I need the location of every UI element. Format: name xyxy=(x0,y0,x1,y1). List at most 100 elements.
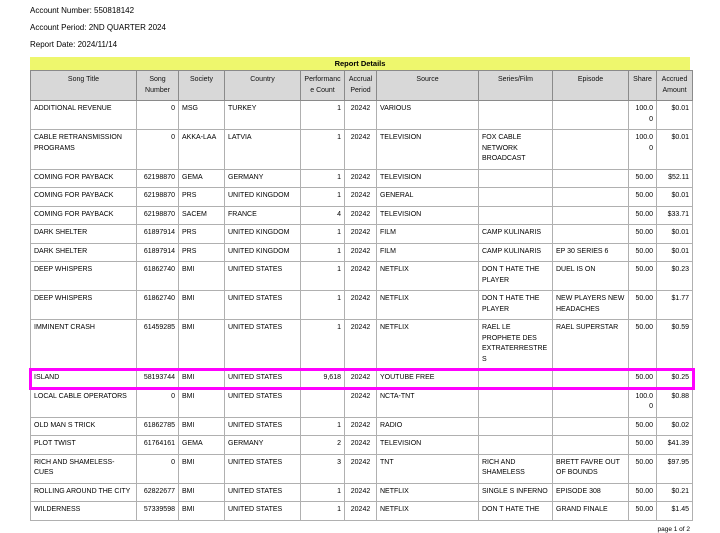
cell-accrual-period: 20242 xyxy=(344,416,377,436)
cell-source: NETFLIX xyxy=(376,482,479,502)
cell-accrual-period: 20242 xyxy=(344,205,377,225)
table-row: DARK SHELTER 61897914 PRS UNITED KINGDOM… xyxy=(30,224,693,244)
cell-society: PRS xyxy=(178,242,225,262)
cell-episode xyxy=(552,224,629,244)
cell-source: NCTA-TNT xyxy=(376,387,479,418)
cell-series-film: DON T HATE THE xyxy=(478,501,553,521)
column-header: Country xyxy=(224,70,301,101)
cell-source: TELEVISION xyxy=(376,205,479,225)
cell-series-film xyxy=(478,100,553,130)
cell-performance-count: 1 xyxy=(300,501,345,521)
cell-accrual-period: 20242 xyxy=(344,482,377,502)
cell-song-number: 0 xyxy=(136,387,179,418)
table-row: COMING FOR PAYBACK 62198870 GEMA GERMANY… xyxy=(30,168,693,188)
table-row: IMMINENT CRASH 61459285 BMI UNITED STATE… xyxy=(30,319,693,370)
cell-episode: RAEL SUPERSTAR xyxy=(552,319,629,370)
cell-accrued-amount: $0.01 xyxy=(656,129,693,170)
cell-performance-count: 1 xyxy=(300,319,345,370)
cell-song-title: DEEP WHISPERS xyxy=(30,290,137,320)
cell-performance-count: 1 xyxy=(300,100,345,130)
cell-performance-count: 1 xyxy=(300,187,345,207)
cell-song-title: COMING FOR PAYBACK xyxy=(30,168,137,188)
report-table: Song Title Song Number Society Country Perfo… xyxy=(28,70,695,521)
column-header: Series/Film xyxy=(478,70,553,101)
cell-episode: EP 30 SERIES 6 xyxy=(552,242,629,262)
cell-society: BMI xyxy=(178,416,225,436)
cell-accrued-amount: $0.01 xyxy=(656,242,693,262)
cell-performance-count: 1 xyxy=(300,168,345,188)
cell-accrual-period: 20242 xyxy=(344,129,377,170)
account-meta: Account Number: 550818142 Account Period… xyxy=(30,6,690,50)
cell-performance-count: 1 xyxy=(300,242,345,262)
report-details-title: Report Details xyxy=(334,59,386,68)
cell-song-number: 61459285 xyxy=(136,319,179,370)
cell-accrual-period: 20242 xyxy=(344,319,377,370)
cell-share: 50.00 xyxy=(628,261,657,291)
cell-song-number: 61897914 xyxy=(136,224,179,244)
cell-country: GERMANY xyxy=(224,435,301,455)
cell-share: 50.00 xyxy=(628,224,657,244)
cell-accrual-period: 20242 xyxy=(344,435,377,455)
cell-society: BMI xyxy=(178,387,225,418)
cell-accrual-period: 20242 xyxy=(344,187,377,207)
cell-country: TURKEY xyxy=(224,100,301,130)
cell-song-number: 62822677 xyxy=(136,482,179,502)
cell-series-film xyxy=(478,435,553,455)
cell-source: YOUTUBE FREE xyxy=(376,369,479,389)
cell-performance-count: 1 xyxy=(300,416,345,436)
cell-share: 100.00 xyxy=(628,387,657,418)
account-number-line: Account Number: 550818142 xyxy=(30,6,135,15)
cell-source: NETFLIX xyxy=(376,501,479,521)
cell-country: GERMANY xyxy=(224,168,301,188)
cell-performance-count xyxy=(300,387,345,418)
cell-society: SACEM xyxy=(178,205,225,225)
cell-accrual-period: 20242 xyxy=(344,453,377,484)
cell-society: MSG xyxy=(178,100,225,130)
cell-accrued-amount: $1.45 xyxy=(656,501,693,521)
column-header: Song Number xyxy=(136,70,179,101)
cell-accrued-amount: $0.01 xyxy=(656,224,693,244)
cell-song-title: CABLE RETRANSMISSION PROGRAMS xyxy=(30,129,137,170)
cell-episode xyxy=(552,129,629,170)
cell-performance-count: 1 xyxy=(300,290,345,320)
cell-series-film xyxy=(478,187,553,207)
cell-society: BMI xyxy=(178,319,225,370)
cell-song-title: DEEP WHISPERS xyxy=(30,261,137,291)
cell-song-title: DARK SHELTER xyxy=(30,242,137,262)
table-row: OLD MAN S TRICK 61862785 BMI UNITED STAT… xyxy=(30,416,693,436)
cell-source: FILM xyxy=(376,224,479,244)
cell-accrual-period: 20242 xyxy=(344,261,377,291)
cell-accrued-amount: $0.88 xyxy=(656,387,693,418)
cell-share: 100.00 xyxy=(628,100,657,130)
cell-accrued-amount: $0.25 xyxy=(656,369,693,389)
cell-accrued-amount: $1.77 xyxy=(656,290,693,320)
cell-episode xyxy=(552,416,629,436)
cell-source: RADIO xyxy=(376,416,479,436)
table-row: PLOT TWIST 61764161 GEMA GERMANY 2 20242… xyxy=(30,435,693,455)
cell-episode xyxy=(552,187,629,207)
cell-society: PRS xyxy=(178,224,225,244)
cell-series-film: SINGLE S INFERNO xyxy=(478,482,553,502)
cell-performance-count: 2 xyxy=(300,435,345,455)
cell-series-film: RAEL LE PROPHETE DES EXTRATERRESTRES xyxy=(478,319,553,370)
cell-source: TELEVISION xyxy=(376,129,479,170)
cell-episode xyxy=(552,100,629,130)
cell-society: BMI xyxy=(178,290,225,320)
cell-country: LATVIA xyxy=(224,129,301,170)
cell-song-title: ADDITIONAL REVENUE xyxy=(30,100,137,130)
table-row: DARK SHELTER 61897914 PRS UNITED KINGDOM… xyxy=(30,242,693,262)
column-header: Share xyxy=(628,70,657,101)
cell-song-title: OLD MAN S TRICK xyxy=(30,416,137,436)
cell-share: 50.00 xyxy=(628,205,657,225)
cell-song-number: 61862740 xyxy=(136,261,179,291)
cell-song-number: 62198870 xyxy=(136,205,179,225)
cell-country: UNITED STATES xyxy=(224,319,301,370)
cell-source: NETFLIX xyxy=(376,319,479,370)
cell-song-number: 62198870 xyxy=(136,187,179,207)
cell-song-title: DARK SHELTER xyxy=(30,224,137,244)
cell-accrual-period: 20242 xyxy=(344,100,377,130)
cell-society: BMI xyxy=(178,261,225,291)
cell-share: 50.00 xyxy=(628,435,657,455)
cell-country: UNITED STATES xyxy=(224,387,301,418)
